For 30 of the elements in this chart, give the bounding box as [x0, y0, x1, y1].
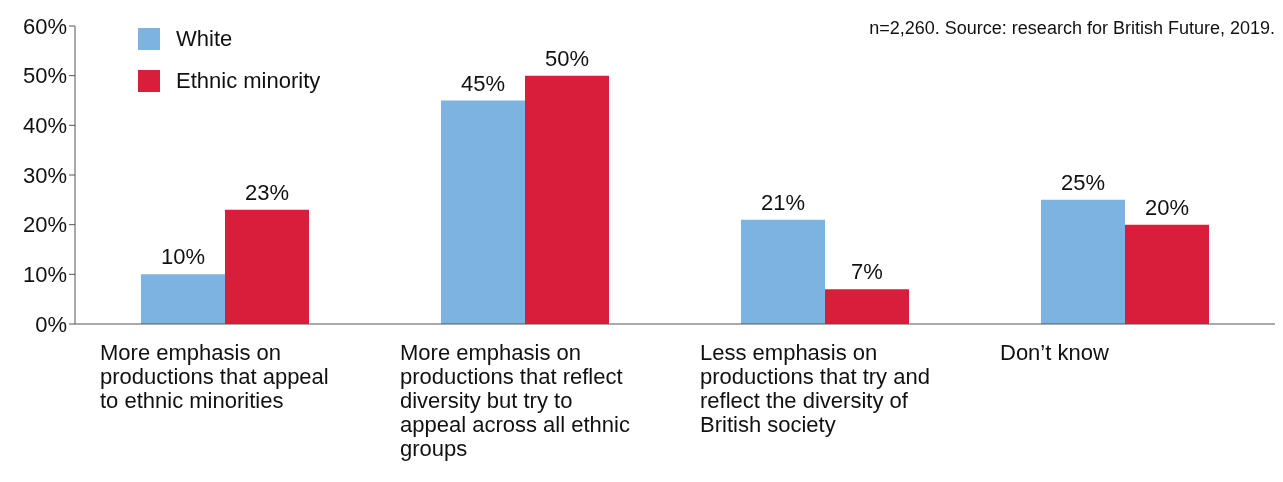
legend-label: Ethnic minority [176, 68, 321, 94]
x-tick-label: More emphasis on productions that reflect diversity but try to appeal across all ethnic groups [400, 340, 630, 461]
data-label: 50% [544, 45, 590, 71]
data-label: 20% [1144, 194, 1190, 220]
data-label: 10% [160, 244, 206, 270]
bar [1041, 199, 1125, 324]
legend-label: White [176, 26, 233, 52]
bar [141, 274, 225, 324]
y-tick-label: 10% [22, 262, 67, 288]
bar [525, 75, 609, 324]
bar [441, 100, 525, 324]
y-tick-label: 50% [22, 63, 67, 89]
bar [741, 219, 825, 324]
x-tick-label: Less emphasis on productions that try and reflect the diversity of British society [700, 340, 930, 437]
x-tick-label: Don’t know [1000, 340, 1109, 365]
y-tick-label: 0% [35, 311, 67, 337]
y-tick-label: 60% [22, 13, 67, 39]
data-label: 23% [244, 179, 290, 205]
data-label: 7% [851, 259, 883, 285]
y-tick-label: 30% [22, 162, 67, 188]
bar [225, 209, 309, 324]
y-tick-label: 20% [22, 212, 67, 238]
data-label: 25% [1060, 169, 1106, 195]
data-label: 21% [760, 189, 806, 215]
bar [825, 289, 909, 324]
y-tick-label: 40% [22, 113, 67, 139]
x-tick-label: More emphasis on productions that appeal to ethnic minorities [100, 340, 329, 413]
annotation: n=2,260. Source: research for British Future, 2019. [869, 18, 1275, 39]
data-label: 45% [460, 70, 506, 96]
bar [1125, 224, 1209, 324]
